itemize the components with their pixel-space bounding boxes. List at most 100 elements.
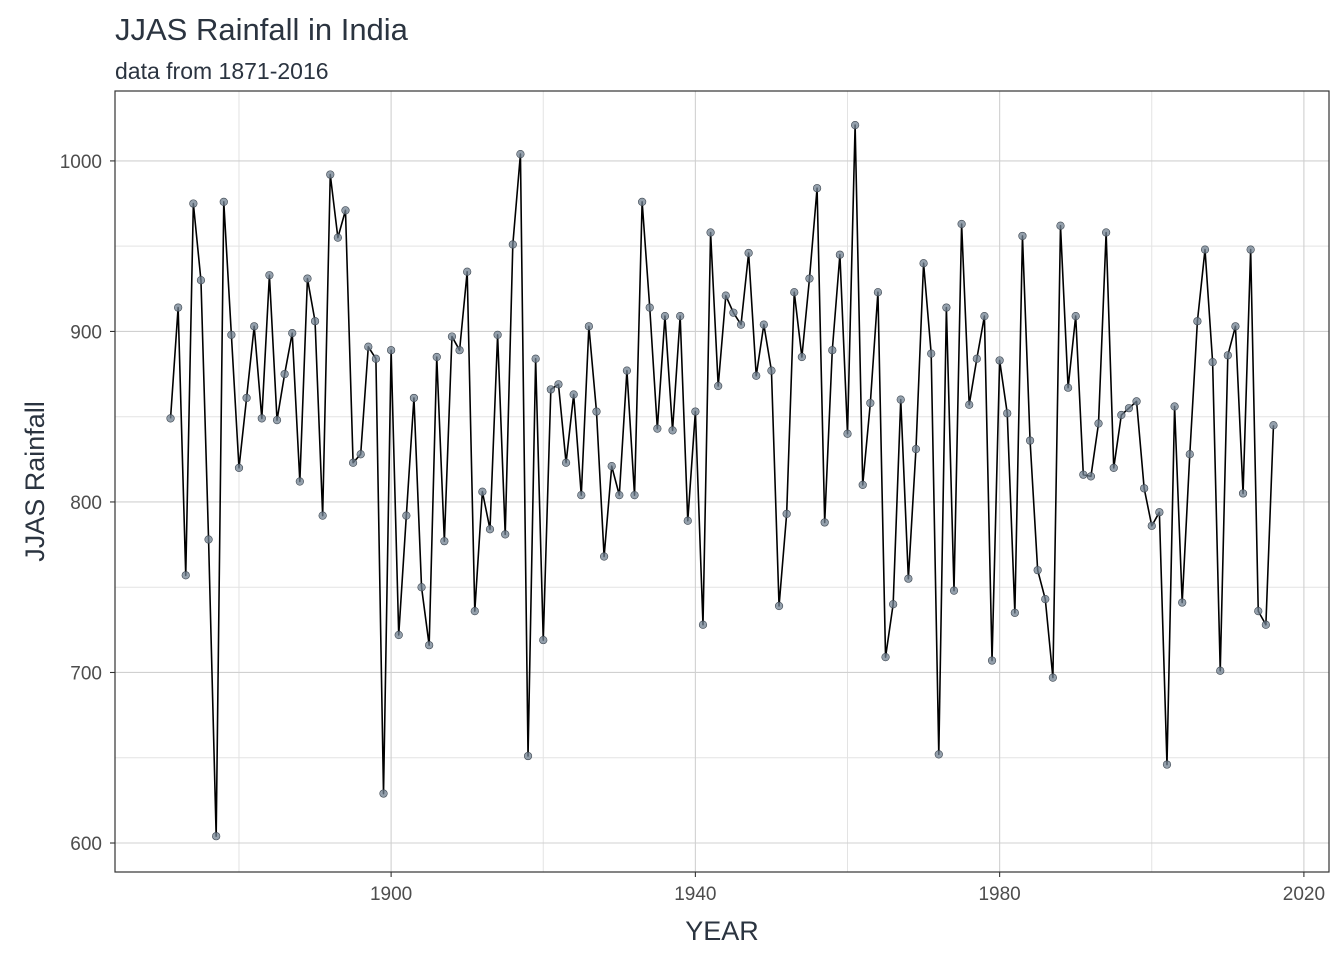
data-point: [234, 463, 244, 472]
series-layer: [166, 121, 1278, 841]
data-point: [744, 248, 753, 258]
data-point: [181, 571, 190, 580]
data-point: [782, 509, 791, 518]
data-point: [828, 346, 837, 355]
data-point: [394, 630, 403, 640]
x-tick-label: 1900: [370, 884, 412, 905]
data-point: [805, 274, 814, 283]
data-point: [1246, 245, 1255, 254]
data-point: [896, 395, 905, 404]
data-point: [1162, 760, 1172, 769]
data-point: [774, 601, 784, 611]
data-point: [1109, 463, 1118, 472]
y-tick-label: 800: [70, 493, 102, 514]
data-point: [904, 574, 913, 583]
data-point: [919, 259, 928, 268]
data-point: [1185, 450, 1194, 459]
data-point: [523, 751, 533, 761]
data-point: [463, 267, 472, 276]
data-point: [957, 219, 966, 229]
data-point: [531, 354, 540, 363]
data-point: [714, 381, 723, 391]
data-point: [212, 832, 221, 841]
data-point: [189, 199, 198, 208]
chart-subtitle: data from 1871-2016: [115, 58, 329, 84]
data-point: [866, 398, 875, 408]
data-point: [584, 322, 593, 331]
data-point: [516, 149, 525, 159]
data-point: [440, 537, 449, 546]
data-point: [569, 390, 578, 399]
data-point: [1200, 245, 1210, 254]
data-point: [425, 641, 434, 650]
grid-layer: [115, 91, 1329, 872]
data-point: [881, 653, 890, 662]
data-point: [1003, 409, 1012, 418]
x-tick-label: 1980: [978, 884, 1020, 905]
data-point: [288, 329, 297, 338]
data-point: [371, 354, 381, 363]
data-point: [835, 250, 845, 259]
data-point: [1238, 489, 1248, 498]
data-point: [204, 535, 213, 544]
data-point: [356, 450, 365, 459]
data-point: [729, 308, 738, 317]
data-point: [387, 346, 396, 355]
data-point: [318, 511, 327, 520]
data-point: [280, 369, 289, 379]
data-point: [858, 480, 867, 490]
data-point: [1269, 421, 1278, 430]
data-point: [698, 620, 708, 629]
x-tick-label: 2020: [1283, 884, 1325, 905]
data-point: [1025, 436, 1035, 445]
data-point: [706, 228, 715, 237]
data-point: [1079, 470, 1088, 479]
data-point: [348, 458, 358, 467]
data-point: [1071, 311, 1080, 321]
axes-layer: 1900 1940 1980 2020 600 700 800 900 1000 YEAR JJAS…: [20, 90, 1330, 946]
data-point: [1231, 322, 1240, 331]
data-point: [1056, 221, 1065, 230]
data-point: [546, 385, 555, 394]
data-point: [736, 320, 746, 329]
data-point: [447, 332, 457, 341]
panel-border: [114, 90, 1330, 873]
data-point: [242, 393, 251, 403]
data-point: [1193, 317, 1202, 326]
data-point: [752, 371, 761, 380]
data-point: [615, 491, 624, 500]
data-point: [303, 274, 312, 283]
data-point: [250, 322, 259, 331]
data-point: [485, 525, 495, 534]
data-point: [622, 366, 632, 375]
x-axis-title: YEAR: [685, 916, 759, 946]
data-point: [691, 407, 700, 416]
data-point: [1010, 608, 1019, 617]
data-point: [942, 303, 951, 312]
data-point: [1102, 228, 1111, 237]
data-point: [607, 462, 616, 471]
data-point: [1033, 566, 1042, 575]
data-point: [470, 606, 479, 616]
data-point: [174, 303, 183, 312]
data-point: [508, 240, 517, 249]
data-point: [1155, 508, 1164, 517]
data-point: [980, 311, 989, 321]
data-point: [196, 276, 206, 285]
data-point: [341, 206, 350, 215]
data-point: [265, 271, 274, 280]
data-point: [873, 288, 883, 297]
data-point: [310, 317, 320, 326]
data-point: [379, 789, 388, 798]
x-tick-label: 1940: [674, 884, 716, 905]
data-point: [683, 516, 692, 525]
data-point: [478, 487, 487, 496]
data-point: [272, 416, 282, 425]
data-point: [257, 414, 266, 423]
data-point: [1117, 410, 1126, 420]
data-point: [820, 518, 829, 527]
data-point: [797, 352, 806, 362]
data-point: [934, 750, 943, 759]
